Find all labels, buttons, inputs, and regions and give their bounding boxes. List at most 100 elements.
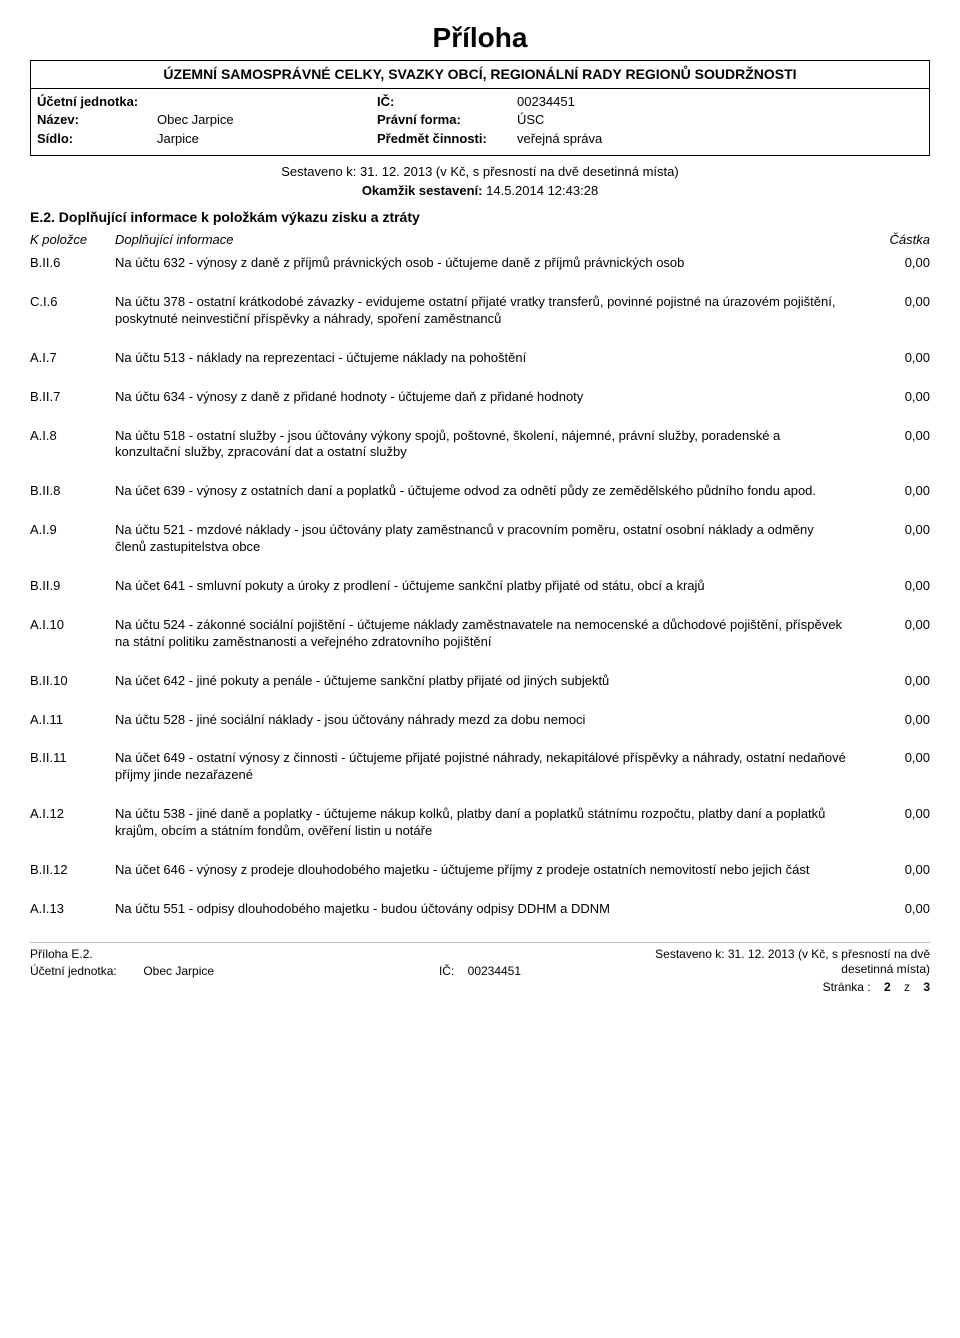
column-headers: K položce Doplňující informace Částka	[30, 232, 930, 249]
item-amount: 0,00	[860, 901, 930, 918]
item-amount: 0,00	[860, 617, 930, 634]
item-row: B.II.12Na účet 646 - výnosy z prodeje dl…	[30, 862, 930, 879]
legal-label: Právní forma:	[377, 112, 517, 129]
item-code: B.II.6	[30, 255, 115, 272]
page-subtitle: ÚZEMNÍ SAMOSPRÁVNÉ CELKY, SVAZKY OBCÍ, R…	[30, 60, 930, 88]
footer-left: Příloha E.2. Účetní jednotka: Obec Jarpi…	[30, 947, 330, 998]
footer-left-1: Příloha E.2.	[30, 947, 330, 963]
item-amount: 0,00	[860, 294, 930, 311]
item-row: B.II.11Na účet 649 - ostatní výnosy z či…	[30, 750, 930, 784]
item-code: B.II.9	[30, 578, 115, 595]
item-amount: 0,00	[860, 750, 930, 767]
moment-value: 14.5.2014 12:43:28	[486, 183, 598, 198]
footer-page-total: 3	[923, 980, 930, 994]
item-amount: 0,00	[860, 350, 930, 367]
item-text: Na účet 646 - výnosy z prodeje dlouhodob…	[115, 862, 860, 879]
item-text: Na účtu 513 - náklady na reprezentaci - …	[115, 350, 860, 367]
item-code: B.II.7	[30, 389, 115, 406]
footer-left-2: Účetní jednotka: Obec Jarpice	[30, 964, 330, 980]
item-code: B.II.11	[30, 750, 115, 767]
item-text: Na účet 649 - ostatní výnosy z činnosti …	[115, 750, 860, 784]
footer-page-num: 2	[884, 980, 891, 994]
item-amount: 0,00	[860, 483, 930, 500]
item-row: A.I.11Na účtu 528 - jiné sociální náklad…	[30, 712, 930, 729]
item-amount: 0,00	[860, 712, 930, 729]
item-code: A.I.7	[30, 350, 115, 367]
item-text: Na účtu 551 - odpisy dlouhodobého majetk…	[115, 901, 860, 918]
seat-value: Jarpice	[157, 131, 377, 148]
legal-value: ÚSC	[517, 112, 923, 129]
item-row: A.I.7Na účtu 513 - náklady na reprezenta…	[30, 350, 930, 367]
item-code: A.I.9	[30, 522, 115, 539]
ic-label: IČ:	[377, 94, 517, 111]
item-text: Na účet 639 - výnosy z ostatních daní a …	[115, 483, 860, 500]
footer-right: Sestaveno k: 31. 12. 2013 (v Kč, s přesn…	[630, 947, 930, 998]
item-code: B.II.8	[30, 483, 115, 500]
item-text: Na účtu 632 - výnosy z daně z příjmů prá…	[115, 255, 860, 272]
item-text: Na účet 642 - jiné pokuty a penále - účt…	[115, 673, 860, 690]
item-code: A.I.12	[30, 806, 115, 823]
footer-ic-label: IČ:	[439, 964, 454, 978]
footer-right-1: Sestaveno k: 31. 12. 2013 (v Kč, s přesn…	[630, 947, 930, 978]
item-row: B.II.8Na účet 639 - výnosy z ostatních d…	[30, 483, 930, 500]
page-title: Příloha	[30, 20, 930, 56]
moment-label: Okamžik sestavení:	[362, 183, 483, 198]
activity-value: veřejná správa	[517, 131, 923, 148]
item-row: A.I.10Na účtu 524 - zákonné sociální poj…	[30, 617, 930, 651]
col-info: Doplňující informace	[115, 232, 860, 249]
item-amount: 0,00	[860, 389, 930, 406]
footer-page-label: Stránka :	[823, 980, 871, 994]
item-code: C.I.6	[30, 294, 115, 311]
item-row: A.I.8Na účtu 518 - ostatní služby - jsou…	[30, 428, 930, 462]
item-text: Na účtu 634 - výnosy z daně z přidané ho…	[115, 389, 860, 406]
item-amount: 0,00	[860, 806, 930, 823]
header-row: Název: Obec Jarpice Právní forma: ÚSC	[37, 111, 923, 130]
compiled-line: Sestaveno k: 31. 12. 2013 (v Kč, s přesn…	[30, 164, 930, 181]
item-row: A.I.12Na účtu 538 - jiné daně a poplatky…	[30, 806, 930, 840]
item-text: Na účtu 524 - zákonné sociální pojištění…	[115, 617, 860, 651]
col-code: K položce	[30, 232, 115, 249]
unit-label: Účetní jednotka:	[37, 94, 157, 111]
header-block: Účetní jednotka: IČ: 00234451 Název: Obe…	[30, 89, 930, 157]
header-row: Sídlo: Jarpice Předmět činnosti: veřejná…	[37, 130, 923, 149]
item-row: A.I.9Na účtu 521 - mzdové náklady - jsou…	[30, 522, 930, 556]
unit-value	[157, 94, 377, 111]
col-amount: Částka	[860, 232, 930, 249]
seat-label: Sídlo:	[37, 131, 157, 148]
item-code: B.II.12	[30, 862, 115, 879]
item-code: A.I.11	[30, 712, 115, 729]
item-text: Na účtu 528 - jiné sociální náklady - js…	[115, 712, 860, 729]
item-code: A.I.10	[30, 617, 115, 634]
item-text: Na účtu 518 - ostatní služby - jsou účto…	[115, 428, 860, 462]
footer: Příloha E.2. Účetní jednotka: Obec Jarpi…	[30, 942, 930, 998]
footer-ic-value: 00234451	[468, 964, 521, 978]
header-row: Účetní jednotka: IČ: 00234451	[37, 93, 923, 112]
item-row: C.I.6Na účtu 378 - ostatní krátkodobé zá…	[30, 294, 930, 328]
item-row: B.II.7Na účtu 634 - výnosy z daně z přid…	[30, 389, 930, 406]
item-code: A.I.8	[30, 428, 115, 445]
item-text: Na účet 641 - smluvní pokuty a úroky z p…	[115, 578, 860, 595]
footer-page-of: z	[904, 980, 910, 994]
name-label: Název:	[37, 112, 157, 129]
item-row: B.II.9Na účet 641 - smluvní pokuty a úro…	[30, 578, 930, 595]
footer-mid: IČ: 00234451	[330, 947, 630, 998]
item-amount: 0,00	[860, 522, 930, 539]
ic-value: 00234451	[517, 94, 923, 111]
item-text: Na účtu 521 - mzdové náklady - jsou účto…	[115, 522, 860, 556]
item-amount: 0,00	[860, 862, 930, 879]
item-code: A.I.13	[30, 901, 115, 918]
activity-label: Předmět činnosti:	[377, 131, 517, 148]
name-value: Obec Jarpice	[157, 112, 377, 129]
footer-unit-label: Účetní jednotka:	[30, 964, 140, 980]
section-head: E.2. Doplňující informace k položkám výk…	[30, 208, 930, 226]
item-amount: 0,00	[860, 428, 930, 445]
item-amount: 0,00	[860, 673, 930, 690]
item-amount: 0,00	[860, 255, 930, 272]
footer-unit-value: Obec Jarpice	[143, 964, 214, 978]
item-row: B.II.6Na účtu 632 - výnosy z daně z příj…	[30, 255, 930, 272]
item-code: B.II.10	[30, 673, 115, 690]
item-amount: 0,00	[860, 578, 930, 595]
item-text: Na účtu 378 - ostatní krátkodobé závazky…	[115, 294, 860, 328]
item-text: Na účtu 538 - jiné daně a poplatky - účt…	[115, 806, 860, 840]
items-container: B.II.6Na účtu 632 - výnosy z daně z příj…	[30, 255, 930, 918]
